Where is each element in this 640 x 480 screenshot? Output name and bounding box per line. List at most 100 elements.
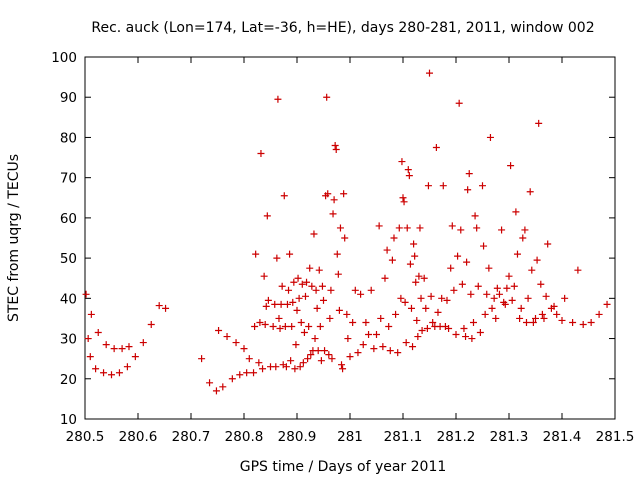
data-point [131, 353, 139, 361]
data-point [162, 304, 170, 312]
data-point [469, 318, 477, 326]
data-point [495, 290, 503, 298]
data-point [260, 272, 268, 280]
data-point [438, 294, 446, 302]
data-point [198, 355, 206, 363]
x-tick-label: 280.5 [66, 429, 105, 445]
data-point [392, 310, 400, 318]
data-point [512, 208, 520, 216]
data-point [320, 296, 327, 304]
data-point [306, 264, 314, 272]
data-point [324, 190, 332, 198]
data-point [118, 345, 126, 353]
data-point [493, 284, 501, 292]
data-point [412, 278, 420, 286]
data-point [285, 286, 293, 294]
y-tick-label: 70 [60, 171, 77, 187]
data-point [332, 146, 340, 154]
data-point [483, 290, 491, 298]
data-point [281, 322, 289, 330]
data-point [312, 286, 320, 294]
data-point [252, 250, 260, 258]
data-point [471, 212, 479, 220]
data-point [537, 280, 545, 288]
data-point [291, 365, 299, 373]
data-point [262, 302, 270, 310]
data-point [313, 304, 321, 312]
data-point [445, 325, 453, 332]
data-point [553, 310, 561, 318]
data-point [359, 341, 367, 349]
y-tick-label: 30 [60, 332, 77, 348]
data-point [410, 240, 418, 248]
data-point [455, 99, 463, 107]
data-point [377, 314, 385, 322]
data-point [422, 304, 430, 312]
data-point [407, 304, 415, 312]
data-point [379, 343, 387, 351]
data-point [587, 318, 595, 326]
data-point [558, 316, 566, 324]
data-point [528, 266, 536, 274]
data-point [533, 256, 541, 264]
data-point [464, 186, 472, 194]
data-point [450, 286, 458, 294]
data-point [544, 240, 552, 248]
data-point [402, 339, 410, 347]
data-point [517, 304, 525, 312]
data-point [327, 286, 335, 294]
data-point [492, 314, 500, 322]
data-point [540, 314, 548, 322]
data-point [155, 302, 163, 310]
data-point [299, 359, 307, 367]
data-point [447, 264, 455, 272]
y-tick-label: 60 [60, 211, 77, 227]
data-point [473, 224, 481, 232]
data-point [307, 351, 315, 359]
x-tick-label: 280.7 [172, 429, 211, 445]
data-point [276, 325, 284, 332]
data-point [479, 182, 486, 190]
data-point [259, 365, 267, 373]
data-point [401, 298, 409, 306]
data-point [388, 256, 396, 264]
data-point [338, 361, 346, 369]
data-point [405, 172, 413, 180]
data-point [346, 353, 354, 361]
data-point [480, 242, 488, 250]
x-tick-label: 281.4 [543, 429, 582, 445]
data-point [300, 329, 308, 337]
data-point [481, 310, 489, 318]
data-point [462, 333, 470, 341]
data-point [404, 166, 412, 174]
data-point [92, 365, 100, 373]
data-point [420, 274, 428, 282]
data-point [416, 224, 424, 232]
data-point [94, 329, 102, 337]
data-point [465, 170, 473, 178]
data-point [427, 292, 435, 300]
y-tick-label: 10 [60, 412, 77, 428]
data-point [375, 222, 383, 230]
data-point [519, 234, 527, 242]
data-point [424, 182, 432, 190]
data-point [125, 343, 133, 351]
data-point [397, 294, 405, 302]
data-point [373, 331, 380, 339]
data-point [357, 290, 365, 298]
data-point [448, 222, 456, 230]
data-point [468, 335, 476, 343]
data-point [87, 310, 95, 318]
data-point [508, 296, 516, 304]
data-point [503, 284, 511, 292]
data-point [305, 322, 313, 330]
data-point [434, 308, 442, 316]
data-point [561, 294, 569, 302]
data-point [308, 282, 316, 290]
y-tick-label: 100 [51, 50, 77, 66]
data-point [257, 150, 265, 158]
x-tick-label: 280.9 [278, 429, 317, 445]
data-point [297, 318, 305, 326]
data-point [486, 133, 494, 141]
data-point [294, 274, 302, 282]
